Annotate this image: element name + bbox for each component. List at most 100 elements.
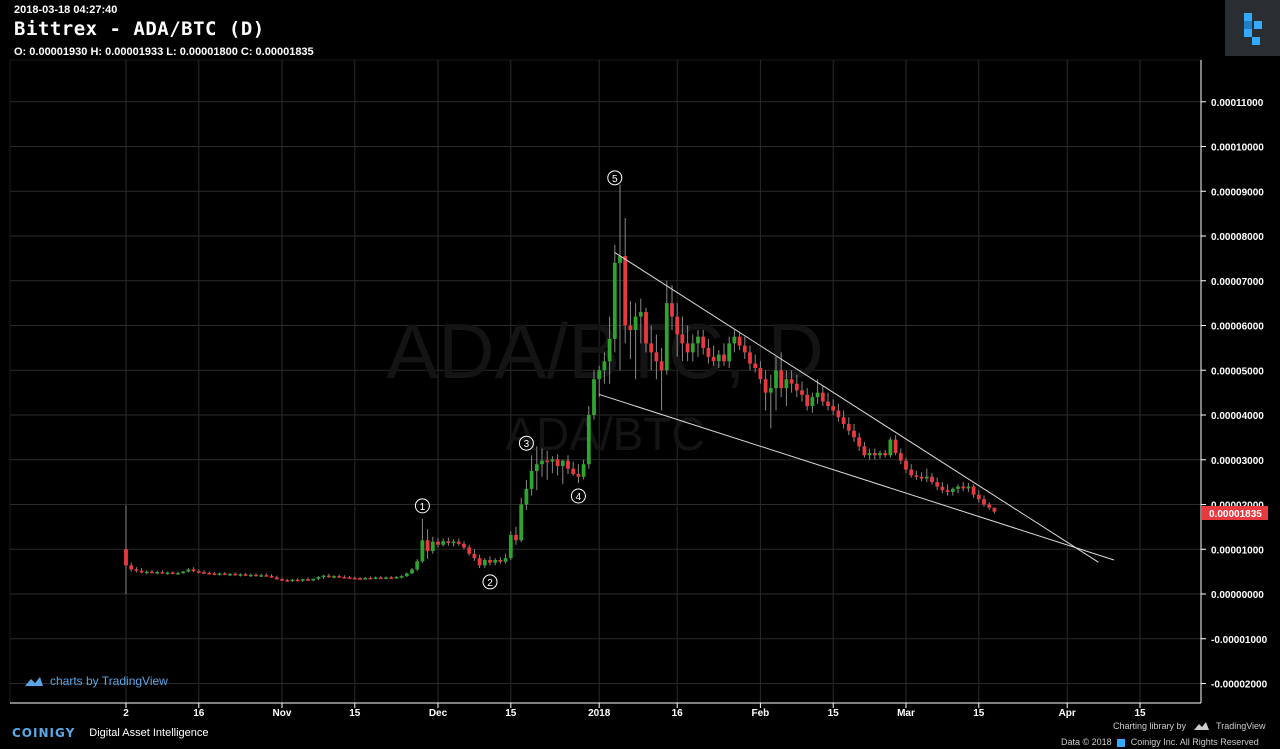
y-tick-label: 0.00003000	[1211, 456, 1264, 467]
watermark-main: ADA/BTC, D	[386, 307, 824, 395]
candle-down	[264, 575, 269, 577]
ohlc-readout: O: 0.00001930 H: 0.00001933 L: 0.0000180…	[14, 46, 314, 58]
y-tick-label: 0.00004000	[1211, 411, 1264, 422]
candle-up	[259, 575, 264, 577]
candle-down	[711, 356, 716, 362]
candle-up	[415, 561, 420, 570]
candle-up	[300, 579, 305, 581]
candle-down	[462, 543, 466, 548]
candle-down	[961, 486, 966, 489]
candle-up	[217, 573, 222, 575]
wave-circle	[518, 435, 534, 451]
candle-up	[690, 343, 695, 353]
candle-up	[888, 439, 893, 456]
candle-down	[992, 507, 997, 512]
candle-down	[280, 579, 284, 581]
candle-up	[727, 343, 732, 362]
y-axis: 0.00011000 0.00010000 0.00009000 0.00008000…	[1200, 60, 1268, 703]
candle-up	[924, 476, 929, 479]
y-tick-label: 0.00006000	[1211, 322, 1264, 333]
candle-down	[904, 460, 908, 470]
candle-up	[664, 303, 669, 371]
coinigy-small-icon	[1117, 738, 1126, 747]
candle-down	[566, 460, 570, 469]
candle-down	[196, 571, 201, 573]
candle-down	[139, 570, 144, 573]
candle-down	[191, 569, 196, 572]
candle-down	[779, 370, 784, 389]
candle-down	[935, 482, 940, 487]
candle-up	[430, 541, 435, 552]
last-price-marker: 0.00001835	[1202, 506, 1268, 520]
candles	[124, 184, 997, 594]
candle-up	[410, 569, 414, 574]
x-tick-label: 16	[672, 708, 684, 719]
candle-up	[165, 572, 170, 575]
candle-down	[358, 578, 362, 580]
candle-down	[576, 474, 581, 477]
candle-up	[815, 392, 820, 398]
wave-label: 4	[576, 492, 582, 503]
wave-label: 1	[420, 502, 426, 513]
last-price-label: 0.00001835	[1209, 509, 1262, 520]
coinigy-wordmark[interactable]: COINIGY	[12, 726, 76, 740]
candle-down	[306, 579, 310, 581]
candle-down	[212, 573, 217, 575]
candle-up	[524, 488, 529, 505]
candle-up	[420, 540, 425, 562]
x-tick-label: 15	[973, 708, 985, 719]
coinigy-logo-button[interactable]	[1225, 0, 1280, 56]
candle-up	[144, 571, 149, 574]
candle-up	[441, 541, 446, 545]
candle-down	[982, 499, 986, 505]
candle-up	[316, 576, 321, 579]
candle-down	[425, 540, 430, 552]
grid	[9, 59, 1202, 704]
candle-up	[810, 397, 815, 407]
tradingview-link[interactable]: charts by TradingView	[22, 674, 168, 688]
candle-up	[238, 574, 243, 576]
candle-down	[883, 453, 888, 456]
candle-down	[763, 379, 768, 393]
candle-down	[820, 392, 825, 402]
y-tick-label: 0.00008000	[1211, 232, 1264, 243]
x-tick-label: 15	[1134, 708, 1146, 719]
candle-down	[644, 312, 648, 344]
candle-up	[363, 577, 368, 580]
candle-down	[134, 569, 139, 571]
trendlines	[599, 252, 1115, 563]
candle-down	[514, 534, 518, 541]
candle-down	[124, 549, 128, 566]
candle-down	[477, 558, 482, 566]
candle-down	[254, 574, 258, 577]
x-tick-label: Feb	[752, 708, 770, 719]
candle-down	[737, 336, 742, 346]
candle-up	[248, 574, 253, 577]
rights-text: Coinigy Inc. All Rights Reserved	[1130, 737, 1259, 747]
x-tick-label: 15	[505, 708, 517, 719]
candle-down	[368, 577, 373, 580]
candle-down	[337, 576, 342, 578]
candle-up	[732, 336, 737, 344]
candle-up	[508, 534, 513, 559]
x-tick-label: 15	[349, 708, 361, 719]
tradingview-name[interactable]: TradingView	[1216, 721, 1266, 731]
candle-down	[498, 559, 503, 562]
candle-down	[285, 580, 290, 582]
candle-up	[612, 262, 617, 339]
candle-down	[150, 571, 154, 574]
candle-up	[290, 579, 295, 582]
candle-down	[389, 577, 394, 579]
x-tick-label: 2018	[588, 708, 611, 719]
candle-up	[602, 361, 607, 371]
candle-down	[971, 486, 976, 495]
candle-down	[805, 394, 810, 407]
candle-down	[909, 469, 914, 476]
coinigy-tagline: Digital Asset Intelligence	[89, 727, 209, 739]
candle-up	[404, 573, 409, 577]
y-tick-label: 0.00001000	[1211, 545, 1264, 556]
candle-up	[592, 379, 596, 415]
candle-down	[274, 577, 279, 580]
candle-up	[482, 559, 487, 566]
